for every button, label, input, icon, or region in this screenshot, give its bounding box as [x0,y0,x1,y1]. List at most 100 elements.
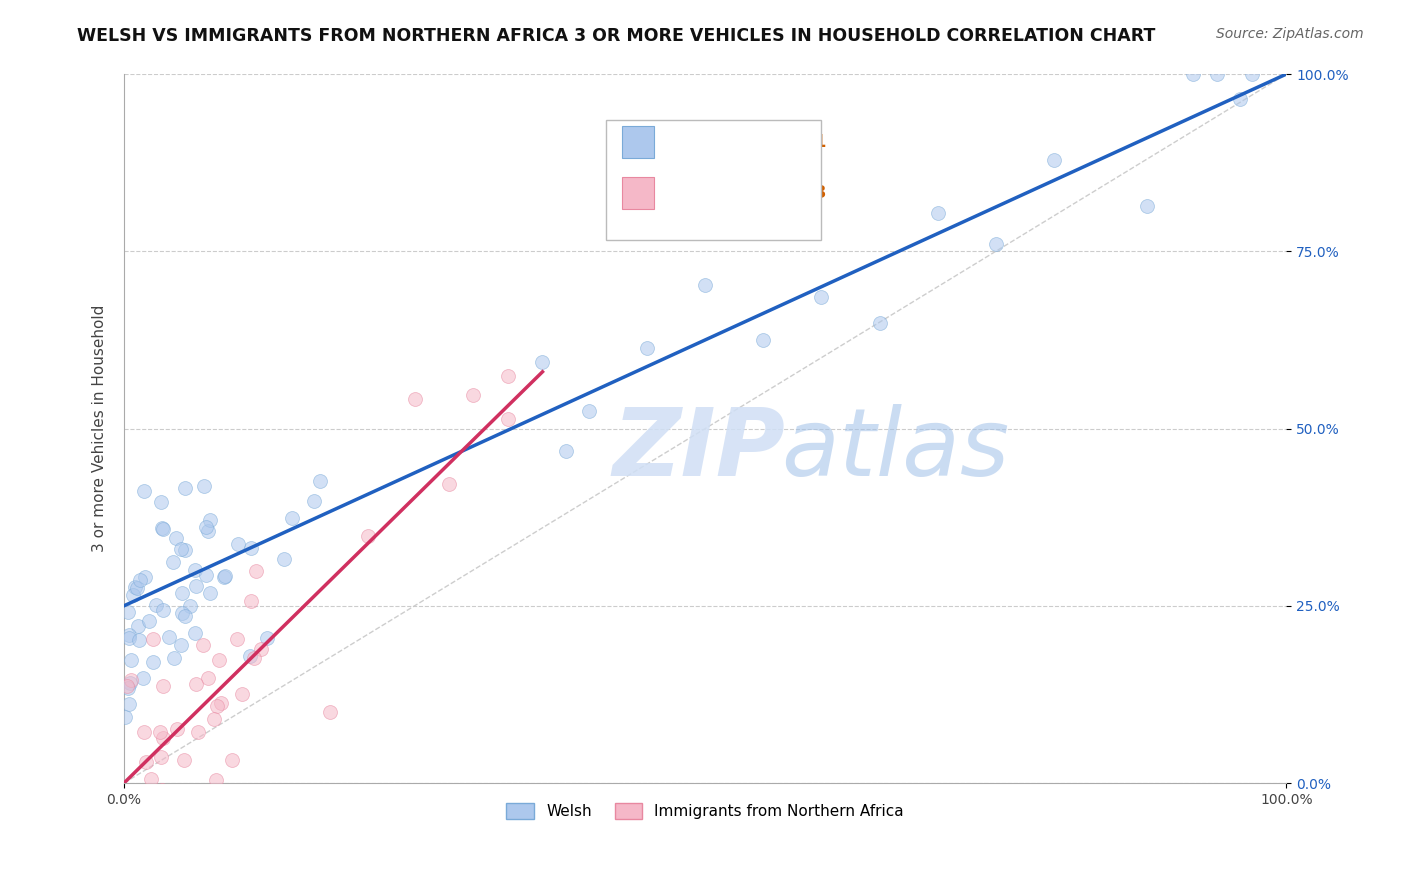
Point [166,723,188,737]
Point [187,725,209,739]
Point [156,801,179,815]
Point [202,712,225,726]
Point [240,594,263,608]
Point [1240,67,1263,81]
Point [184,563,207,577]
Text: R =  0.570: R = 0.570 [665,133,770,151]
Point [578,403,600,417]
Point [132,671,155,685]
Text: N = 43: N = 43 [759,184,827,202]
Point [138,614,160,628]
Point [273,551,295,566]
Point [128,632,150,647]
Point [239,649,262,664]
Point [114,709,136,723]
Point [184,579,207,593]
Point [134,484,156,499]
Point [496,412,519,426]
Point [226,537,249,551]
Text: R =  0.615: R = 0.615 [665,184,770,202]
Point [554,444,576,458]
Point [125,581,148,595]
Point [118,628,141,642]
Point [1182,67,1205,81]
Point [357,529,380,543]
Point [1205,67,1227,81]
Point [209,696,232,710]
Point [198,586,221,600]
Point [204,773,226,788]
Point [281,510,304,524]
Point [256,631,278,645]
Point [152,603,174,617]
Point [695,277,717,292]
Bar [621,126,654,158]
Point [114,813,136,827]
Point [1043,153,1066,167]
Point [145,598,167,612]
Point [132,725,155,739]
Point [636,341,658,355]
Point [117,697,139,711]
Point [173,753,195,767]
Point [163,651,186,665]
Bar [621,177,654,209]
Point [174,542,197,557]
Point [302,494,325,508]
Point [122,588,145,602]
Point [136,853,159,867]
Point [197,671,219,685]
Point [157,630,180,644]
Point [984,236,1007,251]
Point [496,369,519,384]
Point [531,354,554,368]
Point [172,607,194,621]
Point [162,555,184,569]
Point [117,814,139,829]
Point [245,565,267,579]
Point [197,524,219,538]
Point [195,567,218,582]
Point [149,750,172,764]
Point [207,653,229,667]
Text: atlas: atlas [780,404,1010,495]
Y-axis label: 3 or more Vehicles in Household: 3 or more Vehicles in Household [93,305,107,552]
Point [439,477,461,491]
Point [150,783,173,797]
Point [194,519,217,533]
Point [141,772,163,787]
Point [184,677,207,691]
Point [117,681,139,695]
Point [231,687,253,701]
Point [129,854,152,868]
Point [869,316,891,330]
Point [143,829,166,843]
Legend: Welsh, Immigrants from Northern Africa: Welsh, Immigrants from Northern Africa [501,797,910,825]
Point [752,334,775,348]
Point [115,679,138,693]
Text: N = 71: N = 71 [759,133,827,151]
Point [240,541,263,556]
Point [221,754,243,768]
Point [134,569,156,583]
Point [461,388,484,402]
Point [117,605,139,619]
Point [319,705,342,719]
Point [129,573,152,587]
Point [1136,199,1159,213]
Point [174,481,197,495]
Point [810,290,832,304]
Point [152,521,174,535]
Point [118,631,141,645]
Point [212,569,235,583]
Point [243,651,266,665]
Point [120,673,142,687]
Point [198,513,221,527]
Point [250,642,273,657]
Point [142,655,165,669]
Point [1229,92,1251,106]
Text: WELSH VS IMMIGRANTS FROM NORTHERN AFRICA 3 OR MORE VEHICLES IN HOUSEHOLD CORRELA: WELSH VS IMMIGRANTS FROM NORTHERN AFRICA… [77,27,1156,45]
Point [170,638,193,652]
Point [165,531,187,545]
Point [179,599,201,614]
